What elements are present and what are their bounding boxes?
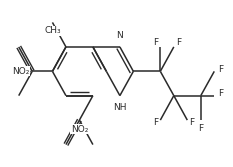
Text: F: F	[189, 118, 194, 127]
Text: N: N	[116, 31, 123, 40]
Text: F: F	[218, 65, 223, 74]
Text: NH: NH	[113, 103, 127, 112]
Text: F: F	[153, 118, 158, 127]
Text: F: F	[176, 38, 181, 47]
Text: NO₂: NO₂	[12, 67, 29, 76]
Text: F: F	[218, 89, 223, 98]
Text: F: F	[198, 124, 203, 133]
Text: F: F	[153, 38, 158, 47]
Text: NO₂: NO₂	[71, 125, 88, 134]
Text: CH₃: CH₃	[44, 26, 61, 35]
